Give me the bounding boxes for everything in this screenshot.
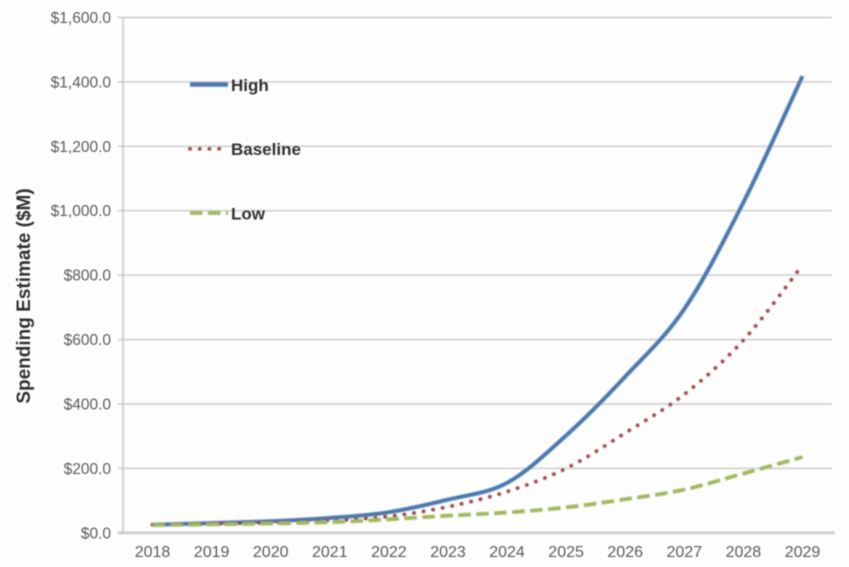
svg-text:2018: 2018: [135, 544, 171, 561]
svg-text:2023: 2023: [430, 544, 466, 561]
svg-text:2022: 2022: [371, 544, 407, 561]
svg-text:High: High: [231, 76, 269, 95]
svg-text:$0.0: $0.0: [81, 525, 112, 542]
svg-text:2024: 2024: [489, 544, 525, 561]
svg-text:$1,200.0: $1,200.0: [51, 139, 112, 156]
svg-text:2029: 2029: [785, 544, 821, 561]
svg-text:Baseline: Baseline: [231, 140, 301, 159]
svg-text:$600.0: $600.0: [64, 332, 112, 349]
svg-text:$200.0: $200.0: [64, 461, 112, 478]
svg-text:$1,600.0: $1,600.0: [51, 10, 112, 27]
svg-text:$800.0: $800.0: [64, 268, 112, 285]
svg-text:2020: 2020: [253, 544, 289, 561]
svg-text:2027: 2027: [667, 544, 703, 561]
svg-text:Low: Low: [231, 205, 266, 224]
svg-text:$400.0: $400.0: [64, 397, 112, 414]
svg-text:2028: 2028: [726, 544, 762, 561]
svg-text:$1,400.0: $1,400.0: [51, 74, 112, 91]
svg-text:2025: 2025: [548, 544, 584, 561]
svg-text:Spending Estimate ($M): Spending Estimate ($M): [14, 188, 35, 403]
svg-text:2021: 2021: [312, 544, 348, 561]
svg-text:2026: 2026: [607, 544, 643, 561]
svg-text:2019: 2019: [194, 544, 230, 561]
svg-text:$1,000.0: $1,000.0: [51, 203, 112, 220]
